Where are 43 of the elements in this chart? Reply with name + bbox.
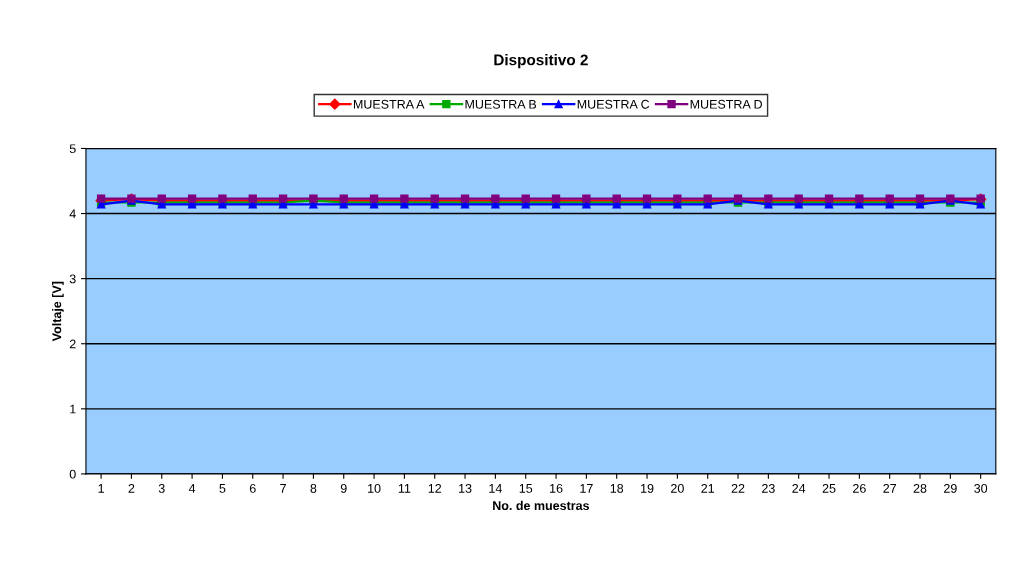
x-tick-label: 24 (792, 483, 806, 493)
x-tick-label: 27 (883, 483, 897, 493)
x-tick-label: 19 (641, 483, 654, 493)
x-tick-label: 9 (340, 483, 347, 493)
x-tick-label: 11 (398, 484, 411, 493)
legend-label: MUESTRA C (577, 99, 650, 109)
x-tick-label: 18 (610, 483, 624, 493)
y-tick-label: 1 (70, 404, 76, 414)
x-tick-label: 1 (98, 484, 104, 493)
x-tick-label: 3 (158, 483, 165, 493)
x-tick-label: 7 (280, 484, 286, 493)
y-axis-title: Voltaje [V] (52, 281, 64, 342)
x-tick-label: 5 (219, 484, 226, 493)
x-tick-label: 30 (974, 483, 988, 493)
legend-label: MUESTRA D (690, 99, 762, 109)
y-tick-label: 5 (69, 144, 76, 154)
y-tick-label: 0 (69, 469, 76, 479)
x-tick-label: 16 (550, 483, 563, 493)
x-tick-label: 4 (188, 484, 196, 493)
x-tick-label: 2 (128, 483, 135, 493)
x-axis-title: No. de muestras (493, 500, 589, 511)
x-tick-label: 25 (822, 483, 836, 493)
x-tick-label: 8 (310, 483, 317, 493)
legend-label: MUESTRA A (353, 99, 425, 109)
y-tick-label: 3 (69, 274, 76, 284)
x-tick-label: 6 (249, 483, 256, 493)
y-tick-label: 2 (69, 339, 76, 349)
x-tick-label: 10 (368, 483, 381, 493)
x-tick-label: 23 (762, 483, 775, 493)
x-tick-label: 21 (701, 483, 715, 493)
x-tick-label: 28 (913, 483, 927, 493)
chart-title: Dispositivo 2 (494, 54, 588, 69)
y-tick-label: 4 (69, 209, 76, 219)
x-tick-label: 14 (489, 484, 502, 493)
x-tick-label: 13 (459, 483, 472, 493)
x-tick-label: 22 (731, 483, 745, 493)
x-tick-label: 17 (580, 484, 593, 493)
x-tick-label: 15 (519, 484, 533, 493)
x-tick-label: 26 (853, 483, 866, 493)
x-tick-label: 20 (671, 483, 684, 493)
x-tick-label: 29 (944, 483, 957, 493)
legend-label: MUESTRA B (465, 99, 537, 109)
x-tick-label: 12 (428, 483, 442, 493)
